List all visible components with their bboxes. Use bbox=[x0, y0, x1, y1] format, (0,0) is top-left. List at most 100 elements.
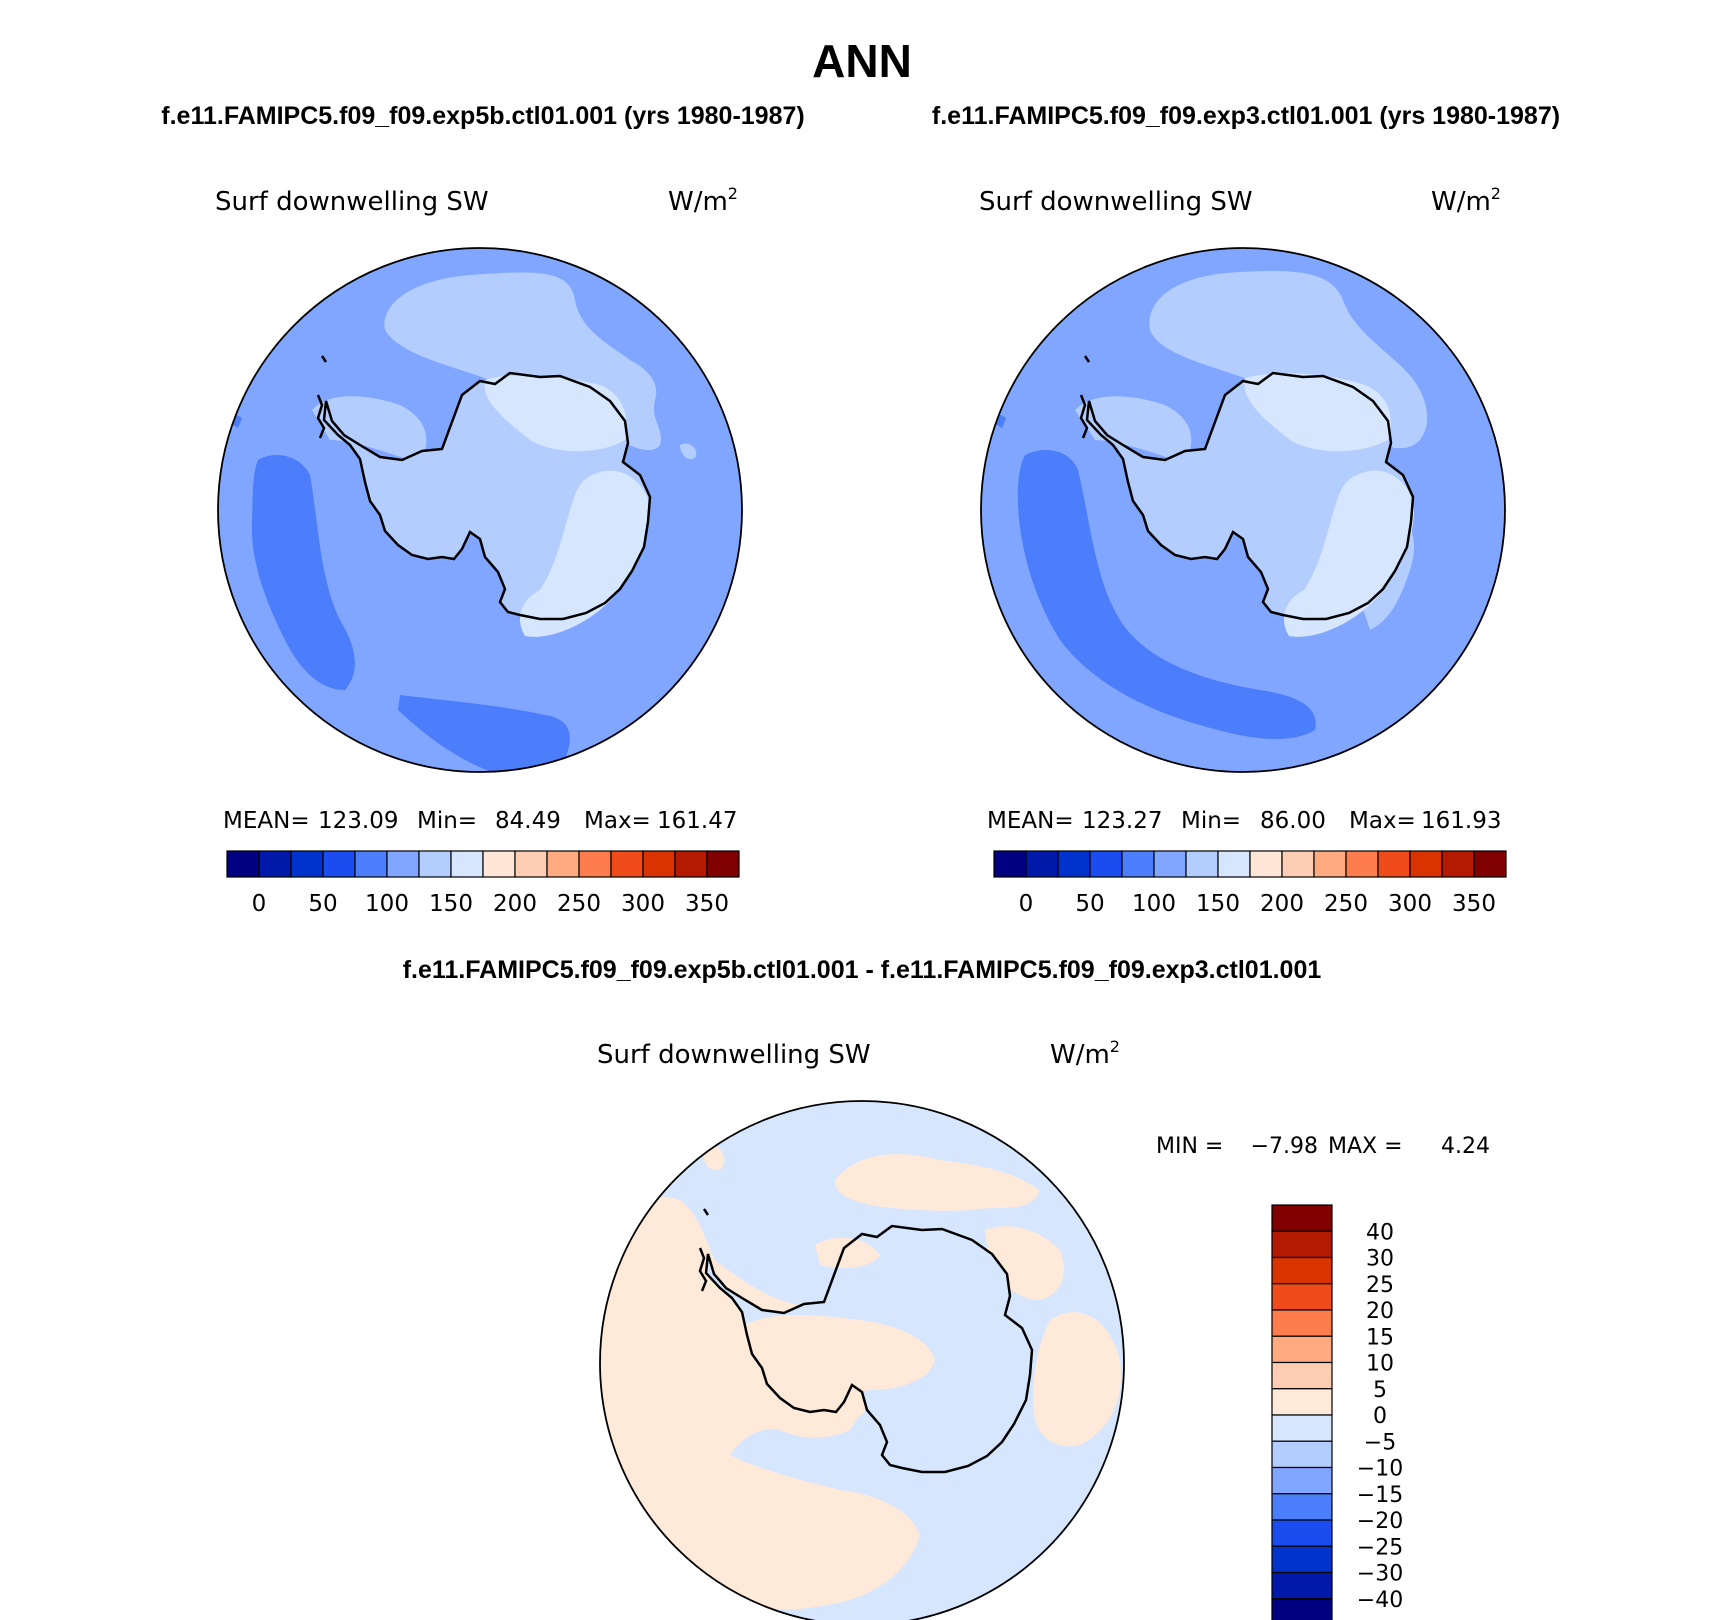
colorbar-swatch bbox=[1271, 1230, 1333, 1259]
colorbar-tick-label: 0 bbox=[1019, 891, 1034, 917]
diff-region-positive bbox=[835, 1154, 1040, 1211]
min-label-right: Min= bbox=[1181, 808, 1241, 834]
diff-region-positive bbox=[815, 1237, 880, 1268]
diff-region-positive bbox=[741, 1315, 935, 1427]
colorbar-tick-label: 15 bbox=[1366, 1325, 1394, 1350]
colorbar-swatch bbox=[1271, 1466, 1333, 1495]
colorbar-tick-label: 350 bbox=[685, 891, 729, 917]
max-label-difference: MAX = bbox=[1328, 1134, 1403, 1159]
colorbar-tick-label: 50 bbox=[1075, 891, 1104, 917]
colorbar-tick-label: 100 bbox=[365, 891, 409, 917]
colorbar-tick-label: −20 bbox=[1357, 1509, 1403, 1534]
colorbar-swatch bbox=[642, 850, 676, 878]
case-label-right: f.e11.FAMIPC5.f09_f09.exp3.ctl01.001 (yr… bbox=[932, 102, 1560, 130]
min-value-difference: −7.98 bbox=[1251, 1134, 1318, 1159]
field-region-175 bbox=[1284, 470, 1414, 637]
colorbar-swatch bbox=[1217, 850, 1251, 878]
colorbar-tick-label: 100 bbox=[1132, 891, 1176, 917]
colorbar-left: 0 50 100 150 200 250 300 350 bbox=[226, 850, 740, 917]
figure-title: ANN bbox=[812, 35, 912, 87]
colorbar-swatch bbox=[1271, 1309, 1333, 1337]
units-label-right: W/m2 bbox=[1431, 184, 1501, 217]
panel-difference: f.e11.FAMIPC5.f09_f09.exp5b.ctl01.001 - … bbox=[403, 956, 1490, 1620]
colorbar-tick-label: 25 bbox=[1366, 1273, 1394, 1298]
case-label-left: f.e11.FAMIPC5.f09_f09.exp5b.ctl01.001 (y… bbox=[161, 102, 804, 130]
colorbar-tick-label: 10 bbox=[1366, 1352, 1394, 1377]
units-label-difference: W/m2 bbox=[1050, 1037, 1120, 1070]
colorbar-right: 0 50 100 150 200 250 300 350 bbox=[993, 850, 1507, 917]
colorbar-tick-label: 30 bbox=[1366, 1247, 1394, 1272]
units-label-left: W/m2 bbox=[668, 184, 738, 217]
colorbar-swatch bbox=[1271, 1440, 1333, 1469]
colorbar-swatch bbox=[1473, 850, 1507, 878]
colorbar-swatch bbox=[482, 850, 516, 878]
colorbar-swatch bbox=[1271, 1204, 1333, 1232]
variable-label-left: Surf downwelling SW bbox=[215, 187, 489, 217]
colorbar-swatch bbox=[450, 850, 484, 878]
min-value-right: 86.00 bbox=[1260, 808, 1326, 834]
field-region-100 bbox=[1017, 450, 1316, 740]
colorbar-swatch bbox=[290, 850, 324, 878]
colorbar-tick-label: 200 bbox=[493, 891, 537, 917]
field-region-150 bbox=[312, 396, 427, 460]
colorbar-swatch bbox=[1121, 850, 1155, 878]
variable-label-difference: Surf downwelling SW bbox=[597, 1040, 871, 1070]
colorbar-swatch bbox=[610, 850, 644, 878]
stats-right: MEAN= 123.27 Min= 86.00 Max= 161.93 bbox=[987, 808, 1501, 834]
field-region-100 bbox=[251, 455, 355, 690]
colorbar-swatch bbox=[1153, 850, 1187, 878]
case-label-difference: f.e11.FAMIPC5.f09_f09.exp5b.ctl01.001 - … bbox=[403, 956, 1322, 984]
colorbar-swatch bbox=[1271, 1598, 1333, 1620]
colorbar-tick-label: 0 bbox=[1373, 1404, 1387, 1429]
diff-region-positive bbox=[650, 1136, 686, 1169]
colorbar-swatch bbox=[546, 850, 580, 878]
colorbar-swatch bbox=[1271, 1545, 1333, 1574]
field-region-175 bbox=[1244, 373, 1391, 452]
colorbar-tick-label: −10 bbox=[1357, 1457, 1403, 1482]
colorbar-tick-label: 50 bbox=[308, 891, 337, 917]
colorbar-swatch bbox=[1271, 1571, 1333, 1600]
min-label-left: Min= bbox=[417, 808, 477, 834]
max-value-left: 161.47 bbox=[657, 808, 737, 834]
min-value-left: 84.49 bbox=[495, 808, 561, 834]
diff-region-positive bbox=[1033, 1312, 1121, 1447]
mean-value-right: 123.27 bbox=[1082, 808, 1162, 834]
colorbar-tick-label: 0 bbox=[252, 891, 267, 917]
colorbar-swatch bbox=[1345, 850, 1379, 878]
colorbar-tick-label: 5 bbox=[1373, 1378, 1387, 1403]
panel-right: f.e11.FAMIPC5.f09_f09.exp3.ctl01.001 (yr… bbox=[932, 102, 1560, 917]
colorbar-tick-label: 200 bbox=[1260, 891, 1304, 917]
max-value-right: 161.93 bbox=[1421, 808, 1501, 834]
colorbar-swatch bbox=[1409, 850, 1443, 878]
colorbar-tick-label: 300 bbox=[621, 891, 665, 917]
colorbar-swatch bbox=[1271, 1493, 1333, 1521]
colorbar-swatch bbox=[578, 850, 612, 878]
polar-map-difference bbox=[599, 1100, 1125, 1620]
colorbar-swatch bbox=[1271, 1361, 1333, 1390]
field-region-175 bbox=[520, 470, 650, 637]
colorbar-swatch bbox=[993, 850, 1027, 878]
colorbar-swatch bbox=[514, 850, 548, 878]
colorbar-swatch bbox=[226, 850, 260, 878]
colorbar-swatch bbox=[1271, 1388, 1333, 1416]
field-region-150 bbox=[1075, 396, 1192, 460]
colorbar-tick-label: −5 bbox=[1364, 1430, 1396, 1455]
max-label-right: Max= bbox=[1349, 808, 1416, 834]
colorbar-tick-label: 250 bbox=[1324, 891, 1368, 917]
max-value-difference: 4.24 bbox=[1441, 1134, 1490, 1159]
colorbar-swatch bbox=[354, 850, 388, 878]
colorbar-swatch bbox=[1089, 850, 1123, 878]
colorbar-swatch bbox=[1271, 1256, 1333, 1285]
colorbar-tick-label: 250 bbox=[557, 891, 601, 917]
colorbar-swatch bbox=[386, 850, 420, 878]
colorbar-swatch bbox=[258, 850, 292, 878]
min-label-difference: MIN = bbox=[1156, 1134, 1223, 1159]
colorbar-tick-label: 150 bbox=[429, 891, 473, 917]
mean-value-left: 123.09 bbox=[318, 808, 398, 834]
colorbar-swatch bbox=[1025, 850, 1059, 878]
stats-difference: MIN = −7.98 MAX = 4.24 bbox=[1156, 1134, 1490, 1159]
colorbar-tick-label: −25 bbox=[1357, 1535, 1403, 1560]
field-region-175 bbox=[484, 375, 627, 452]
colorbar-swatch bbox=[1271, 1519, 1333, 1547]
